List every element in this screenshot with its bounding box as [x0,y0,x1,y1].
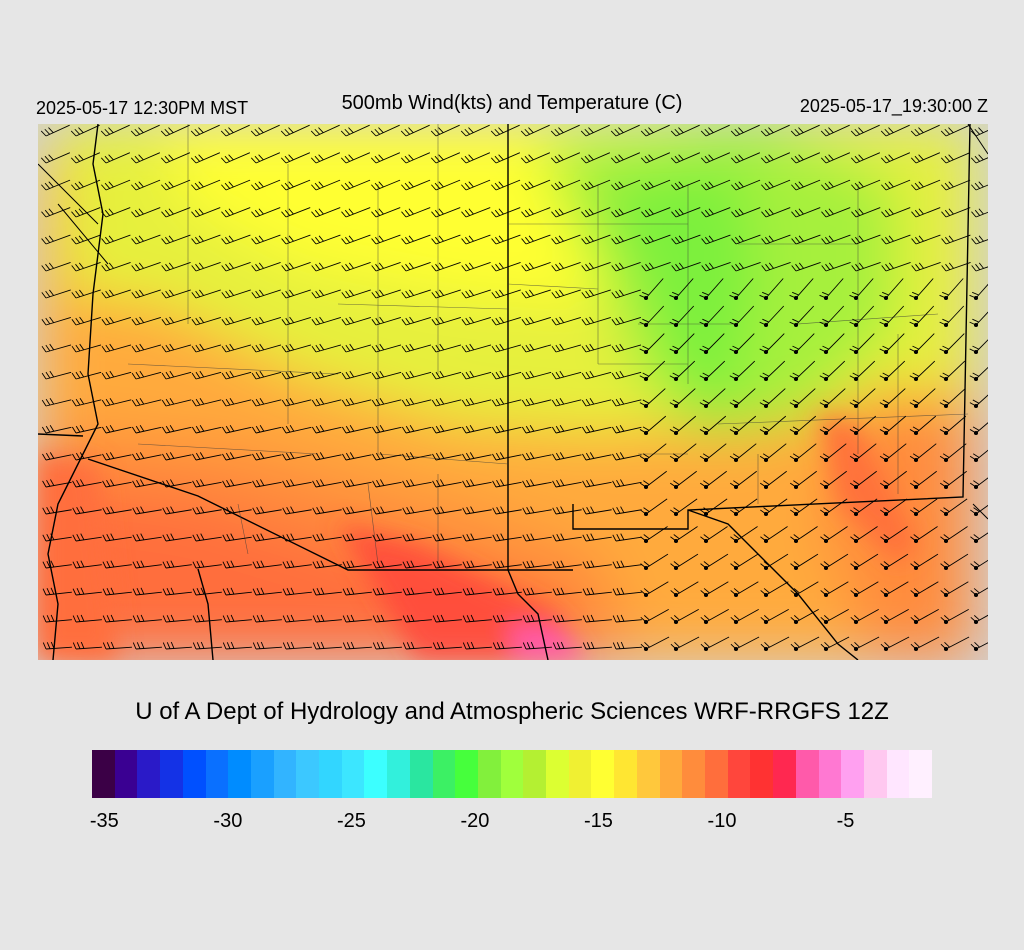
colorbar-tick-label: -30 [213,810,243,832]
colorbar-swatch [659,750,683,798]
colorbar-swatch [477,750,501,798]
local-time-label: 2025-05-17 12:30PM MST [36,98,249,118]
colorbar-swatch [863,750,887,798]
colorbar-swatch [727,750,751,798]
colorbar-swatch [818,750,842,798]
colorbar-swatch [841,750,864,798]
colorbar-swatch [523,750,547,798]
credit-label: U of A Dept of Hydrology and Atmospheric… [135,698,889,725]
colorbar-swatch [341,750,365,798]
colorbar-tick-label: -5 [836,810,855,832]
wind-barbs [40,124,988,652]
colorbar-swatch [795,750,819,798]
colorbar-swatch [500,750,524,798]
colorbar-swatch [455,750,478,798]
colorbar-swatch [432,750,456,798]
colorbar-tick-label: -25 [336,810,366,832]
colorbar-swatch [92,750,115,798]
colorbar-swatch [591,750,615,798]
colorbar-swatch [273,750,297,798]
colorbar-swatch [387,750,410,798]
colorbar-tick-label: -35 [89,810,119,832]
county-boundaries [127,124,969,570]
colorbar-swatch [614,750,637,798]
colorbar-swatch [137,750,161,798]
colorbar-swatch [182,750,206,798]
coast-lines [38,124,988,520]
colorbar-swatch [704,750,728,798]
colorbar-swatch [909,750,933,798]
colorbar-swatch [886,750,910,798]
state-boundaries [38,124,971,660]
colorbar-swatch [568,750,592,798]
colorbar-swatch [114,750,138,798]
colorbar-tick-label: -20 [460,810,490,832]
colorbar-swatch [773,750,796,798]
temperature-field [38,124,973,660]
utc-time-label: 2025-05-17_19:30:00 Z [799,96,988,116]
colorbar-swatch [546,750,569,798]
colorbar-swatch [682,750,705,798]
colorbar-swatch [364,750,388,798]
colorbar-swatch [205,750,229,798]
colorbar-swatch [296,750,320,798]
colorbar-swatch [409,750,433,798]
colorbar-swatch [228,750,251,798]
colorbar-swatch [750,750,774,798]
colorbar-tick-labels: -35 -30 -25 -20 -15 -10 -5 [89,810,932,840]
colorbar-tick-label: -15 [584,810,613,832]
colorbar-swatch [636,750,660,798]
colorbar-swatch [319,750,342,798]
colorbar-swatch [250,750,274,798]
colorbar-tick-label: -10 [707,810,737,832]
colorbar-swatch [160,750,183,798]
temperature-colorbar [92,750,933,798]
map-title: 500mb Wind(kts) and Temperature (C) [341,92,683,114]
weather-map [38,124,988,660]
